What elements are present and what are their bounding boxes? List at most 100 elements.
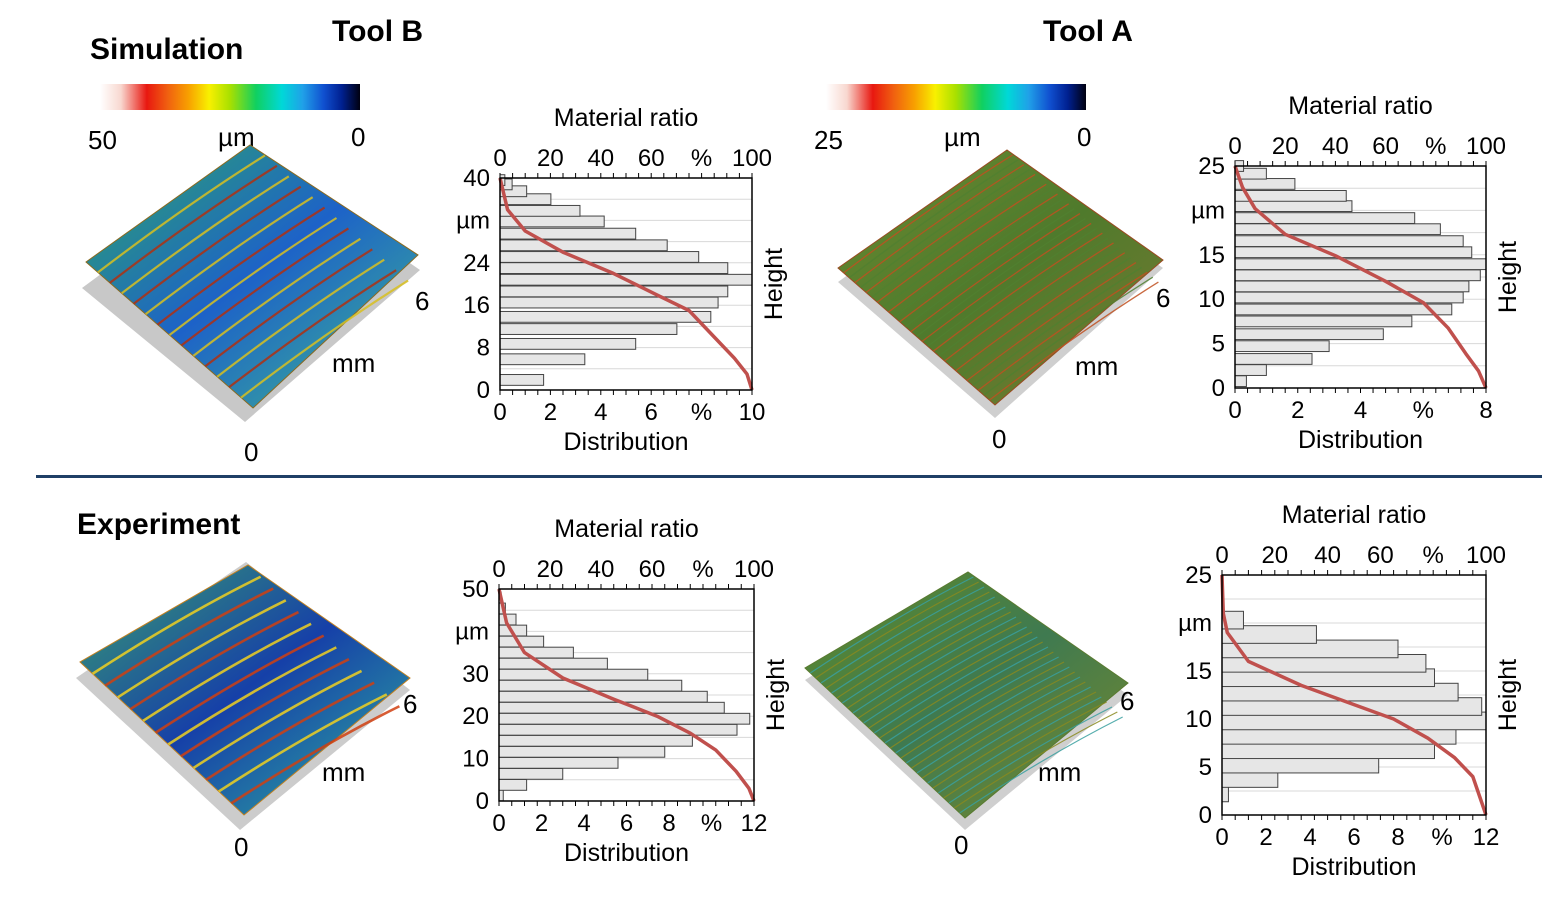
histogram-bar — [498, 767, 564, 780]
surface-ridge — [960, 257, 1131, 377]
surface-ridge — [943, 701, 1107, 799]
surface-ridge — [921, 222, 1092, 342]
surface-ridge — [205, 681, 375, 781]
bottom-tick-label: % — [1431, 824, 1452, 851]
histogram-bar — [499, 374, 545, 386]
row-label-simulation: Simulation — [90, 33, 244, 66]
surface-ridge — [966, 261, 1137, 382]
histogram-bar — [498, 712, 751, 725]
surface-ridge — [97, 154, 266, 274]
surface-ridge — [142, 622, 312, 722]
y-tick-label: 30 — [462, 661, 489, 688]
surface-ridge — [955, 252, 1126, 372]
y-tick-label: 0 — [477, 377, 490, 404]
bottom-tick-label: 12 — [1473, 824, 1500, 851]
surface-experiment-tool-a-origin: 0 — [954, 830, 968, 860]
y-tick-label: 16 — [463, 292, 490, 319]
surface-experiment-tool-b-unit: mm — [322, 757, 365, 787]
chart-simulation-tool-a: 0 20 40 60% 100 0 2 4% 8 25 µm 15 10 5 0 Material ratio… — [1191, 92, 1522, 454]
histogram-bar — [498, 734, 693, 747]
surface-ridge — [230, 705, 400, 805]
surface-experiment-tool-b-origin: 0 — [234, 832, 248, 862]
y-tick-label: 50 — [462, 576, 489, 603]
surface-ridge — [810, 576, 974, 674]
surface-simulation-tool-a-origin: 0 — [992, 424, 1006, 454]
top-tick-label: 0 — [1215, 542, 1228, 569]
top-tick-label: 20 — [1272, 133, 1299, 160]
surface-ridge — [167, 646, 337, 746]
surface-ridge — [204, 248, 373, 368]
surface-ridge — [899, 203, 1070, 323]
surface-ridge — [133, 185, 302, 305]
surface-ridge — [104, 587, 274, 687]
surface-ridge — [91, 575, 262, 675]
top-tick-label: 20 — [1261, 542, 1288, 569]
top-axis-title: Material ratio — [554, 104, 699, 132]
bottom-tick-label: 0 — [1215, 824, 1228, 851]
row-label-experiment: Experiment — [77, 508, 241, 541]
surface-ridge — [216, 258, 385, 378]
colorbar-tool-b-max: 0 — [351, 122, 366, 152]
histogram-bar — [499, 239, 668, 252]
surface-ridge — [854, 164, 1025, 284]
histogram-bar — [499, 310, 712, 323]
histogram-bar — [1234, 223, 1441, 236]
top-tick-label: 40 — [587, 145, 614, 172]
top-tick-label: % — [1423, 542, 1444, 569]
y-tick-label: 5 — [1212, 331, 1225, 358]
colorbar-tool-b — [100, 84, 360, 110]
surface-ridge — [863, 626, 1027, 724]
bottom-axis-title: Distribution — [1298, 426, 1423, 454]
surface-simulation-tool-b-unit: mm — [332, 348, 375, 378]
y-tick-label: 0 — [1199, 802, 1212, 829]
surface-ridge — [847, 611, 1011, 709]
material-ratio-curve — [497, 588, 756, 802]
bottom-tick-label: 4 — [1354, 397, 1367, 424]
top-tick-label: 0 — [1228, 133, 1241, 160]
y-tick-label: 25 — [1185, 562, 1212, 589]
y-tick-label: µm — [456, 207, 490, 234]
bottom-tick-label: 12 — [741, 810, 768, 837]
surface-ridge — [944, 242, 1114, 362]
surface-ridge — [865, 173, 1036, 293]
surface-ridge — [916, 217, 1086, 338]
bottom-tick-label: 6 — [620, 810, 633, 837]
row-separator — [36, 475, 1542, 478]
top-tick-label: 40 — [1314, 542, 1341, 569]
histogram-bar — [1234, 303, 1453, 316]
bottom-tick-label: 4 — [577, 810, 590, 837]
y-tick-label: 5 — [1199, 754, 1212, 781]
surface-ridge — [820, 586, 985, 684]
surface-ridge — [932, 232, 1103, 352]
material-ratio-curve — [1220, 574, 1488, 816]
surface-ridge — [180, 657, 350, 758]
surface-ridge — [888, 193, 1058, 313]
surface-ridge — [874, 636, 1038, 734]
bottom-tick-label: 10 — [739, 399, 766, 426]
bottom-tick-label: 2 — [1259, 824, 1272, 851]
surface-ridge — [815, 581, 979, 679]
y-tick-label: 0 — [1212, 375, 1225, 402]
material-ratio-curve — [498, 177, 754, 391]
surface-ridge — [826, 591, 990, 689]
histogram-bar — [1234, 269, 1481, 282]
surface-ridge — [983, 276, 1154, 396]
histogram-bar — [499, 353, 586, 366]
top-tick-label: 100 — [1466, 133, 1506, 160]
top-axis-title: Material ratio — [1282, 501, 1427, 529]
top-tick-label: 60 — [638, 145, 665, 172]
bottom-tick-label: % — [1413, 397, 1434, 424]
top-tick-label: 0 — [493, 145, 506, 172]
header-tool-a: Tool A — [1043, 15, 1133, 48]
top-tick-label: % — [691, 145, 712, 172]
colorbar-tool-a-unit: µm — [944, 122, 981, 152]
surface-ridge — [910, 213, 1081, 333]
surface-ridge — [192, 237, 361, 357]
bottom-tick-label: % — [691, 399, 712, 426]
surface-ridge — [192, 669, 363, 770]
right-axis-title: Height — [1494, 241, 1522, 313]
histogram-bar — [498, 701, 725, 714]
surface-ridge — [904, 208, 1075, 328]
surface-simulation-tool-b-origin: 0 — [244, 437, 258, 467]
bottom-tick-label: 8 — [1479, 397, 1492, 424]
